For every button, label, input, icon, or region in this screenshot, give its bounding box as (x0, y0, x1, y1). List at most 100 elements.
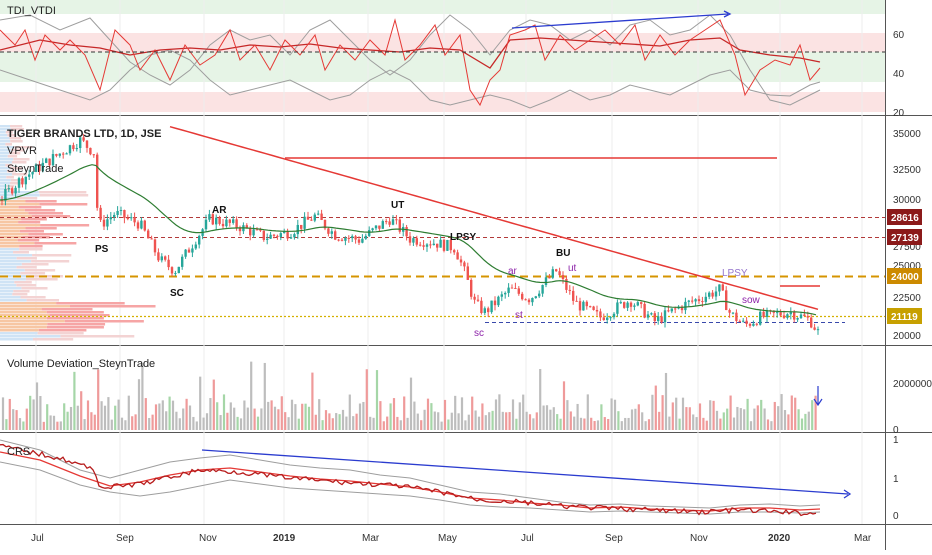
candle-body (361, 238, 364, 243)
volume-bar (284, 412, 287, 430)
volume-bar (59, 421, 62, 430)
candle-body (504, 292, 507, 295)
volume-profile-bar-up (0, 134, 8, 137)
volume-profile-bar-up (0, 239, 18, 242)
price-tick-32500: 32500 (893, 165, 921, 176)
volume-bar (131, 416, 134, 430)
candle-body (157, 252, 160, 261)
volume-bar (678, 418, 681, 430)
volume-bar (341, 409, 345, 430)
volume-bar (287, 417, 290, 430)
volume-profile-bar-down (31, 215, 71, 218)
candle-body (126, 218, 129, 220)
candle-body (347, 237, 350, 239)
annotation-sc: SC (170, 288, 184, 299)
volume-bar (389, 403, 392, 430)
candle-body (500, 294, 503, 297)
candle-body (578, 301, 582, 311)
volume-bar (433, 411, 436, 430)
volume-bar (494, 399, 498, 430)
volume-profile-bar-up (0, 170, 8, 173)
volume-bar (763, 408, 766, 430)
candle-body (34, 164, 38, 172)
candle-body (470, 279, 473, 297)
candle-body (612, 313, 616, 318)
volume-bar (501, 411, 504, 430)
candle-body (609, 317, 612, 319)
price-tick-27500: 27500 (893, 242, 921, 253)
volume-bar (579, 417, 583, 430)
volume-bar (233, 407, 236, 430)
volume-profile-bar-down (19, 248, 43, 251)
volume-bar (651, 394, 654, 430)
volume-bar (705, 420, 708, 430)
candle-body (133, 217, 136, 223)
volume-bar (403, 396, 406, 430)
volume-bar (212, 379, 215, 430)
volume-bar (600, 404, 603, 430)
volume-bar (352, 416, 355, 430)
volume-profile-bar-down (18, 206, 42, 209)
candle-body (177, 266, 180, 274)
candle-body (595, 309, 599, 312)
volume-bar (811, 400, 814, 430)
candle-body (14, 187, 17, 194)
volume-bar (607, 418, 610, 430)
volume-bar (760, 399, 763, 430)
volume-profile-bar-down (17, 239, 40, 242)
candle-body (735, 312, 738, 321)
candle-body (405, 226, 408, 237)
volume-bars (1, 361, 817, 430)
volume-profile-bar-down (60, 335, 135, 338)
annotation-sow: sow (742, 295, 761, 306)
volume-bar (114, 405, 117, 430)
volume-bar (590, 417, 593, 430)
candle-body (572, 290, 575, 301)
candle-body (385, 221, 388, 223)
price-tag-24000-bg (887, 268, 922, 284)
price-tick-35000: 35000 (893, 129, 921, 140)
volume-bar (158, 403, 161, 430)
volume-bar (63, 403, 66, 430)
candle-body (368, 230, 371, 236)
volume-bar (311, 372, 314, 430)
candle-body (218, 217, 221, 224)
volume-profile-bar-up (0, 221, 19, 224)
volume-bar (702, 417, 705, 430)
candle-body (453, 250, 456, 253)
volume-bar (457, 413, 460, 430)
volume-tick-2000000: 2000000 (893, 379, 932, 390)
volume-profile-bar-down (31, 260, 70, 263)
volume-bar (246, 407, 249, 430)
candle-body (657, 316, 660, 322)
volume-profile-bar-down (46, 326, 104, 329)
volume-bar (443, 399, 447, 430)
candle-body (487, 308, 490, 313)
candle-body (793, 312, 796, 320)
candle-body (320, 213, 323, 220)
volume-bar (25, 408, 28, 430)
candle-body (17, 178, 21, 188)
volume-bar (97, 369, 100, 430)
volume-bar (66, 411, 69, 430)
candle-body (371, 228, 374, 231)
volume-bar (148, 417, 151, 430)
candle-body (762, 311, 765, 317)
candle-body (72, 145, 75, 150)
candle-body (58, 153, 61, 156)
volume-bar (93, 414, 96, 430)
candle-body (310, 219, 313, 221)
candle-body (140, 220, 143, 229)
volume-bar (440, 421, 443, 430)
candle-body (283, 231, 286, 234)
volume-profile-bar-down (12, 173, 27, 176)
candle-body (759, 311, 762, 325)
annotation-ut-small: ut (568, 263, 577, 274)
volume-bar (396, 416, 399, 430)
volume-bar (685, 407, 688, 430)
volume-bar (182, 408, 185, 430)
volume-bar (243, 400, 246, 430)
candle-body (167, 259, 170, 268)
candle-body (306, 216, 310, 220)
